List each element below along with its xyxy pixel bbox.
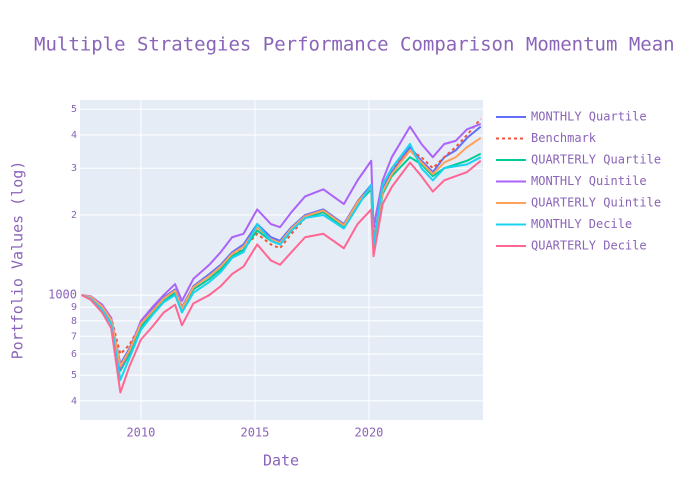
series-line — [81, 159, 482, 394]
y-tick-label: 4 — [71, 396, 77, 407]
legend-label[interactable]: MONTHLY Decile — [531, 217, 632, 231]
series-line — [81, 142, 482, 381]
y-tick-label: 6 — [71, 349, 77, 360]
legend-label[interactable]: QUARTERLY Quintile — [531, 196, 661, 210]
x-tick-label: 2020 — [355, 426, 384, 440]
y-tick-label: 3 — [71, 163, 77, 174]
legend-label[interactable]: Benchmark — [531, 131, 597, 145]
legend-label[interactable]: QUARTERLY Quartile — [531, 153, 661, 167]
legend: MONTHLY Quartile Benchmark QUARTERLY Quart… — [496, 110, 661, 253]
y-tick-label: 5 — [71, 104, 77, 115]
legend-label[interactable]: MONTHLY Quartile — [531, 110, 647, 124]
y-axis-title: Portfolio Values (log) — [9, 161, 27, 360]
x-tick-label: 2015 — [240, 426, 269, 440]
x-tick-label: 2010 — [126, 426, 155, 440]
y-tick-label: 2 — [71, 210, 77, 221]
chart-title: Multiple Strategies Performance Comparis… — [34, 34, 675, 56]
x-axis-title: Date — [263, 452, 299, 470]
y-tick-label: 7 — [71, 331, 77, 342]
lines — [81, 118, 482, 394]
legend-label[interactable]: QUARTERLY Decile — [531, 239, 647, 253]
y-tick-label: 5 — [71, 370, 77, 381]
y-tick-label: 4 — [71, 130, 77, 141]
y-tick-label: 9 — [71, 302, 77, 313]
y-tick-label: 8 — [71, 316, 77, 327]
legend-label[interactable]: MONTHLY Quintile — [531, 174, 647, 188]
y-tick-label: 1000 — [48, 288, 77, 302]
